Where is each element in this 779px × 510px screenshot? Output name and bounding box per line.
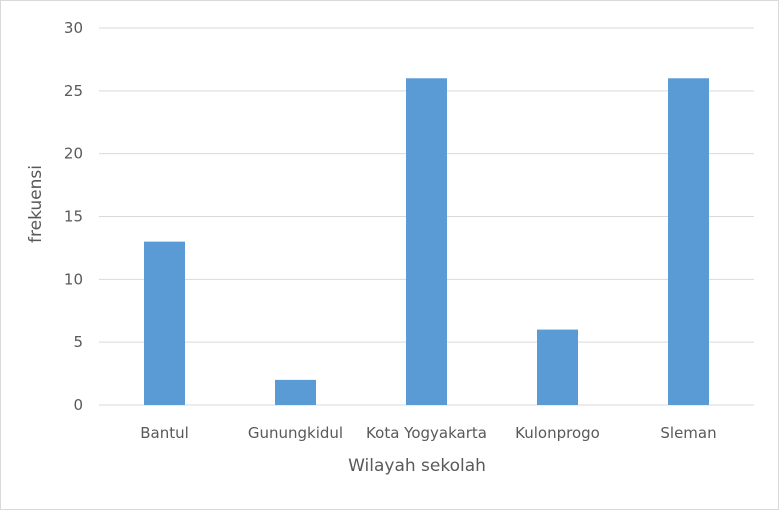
- y-tick-label: 25: [64, 82, 83, 100]
- x-tick-label: Sleman: [660, 424, 716, 442]
- y-tick-label: 5: [73, 333, 83, 351]
- y-tick-label: 10: [64, 270, 83, 288]
- x-axis-title: Wilayah sekolah: [348, 456, 486, 476]
- y-axis-ticks: 0 5 10 15 20 25 30: [64, 19, 83, 414]
- x-axis-ticks: Bantul Gunungkidul Kota Yogyakarta Kulonpro…: [140, 424, 716, 442]
- x-tick-label: Kulonprogo: [515, 424, 600, 442]
- y-tick-label: 20: [64, 145, 83, 163]
- y-tick-label: 0: [73, 396, 83, 414]
- y-tick-label: 30: [64, 19, 83, 37]
- y-tick-label: 15: [64, 208, 83, 226]
- x-tick-label: Kota Yogyakarta: [366, 424, 487, 442]
- y-axis-title: frekuensi: [26, 165, 46, 243]
- bar: [537, 329, 578, 405]
- x-tick-label: Gunungkidul: [248, 424, 343, 442]
- bar: [668, 78, 709, 406]
- bar: [144, 241, 185, 405]
- bar: [406, 78, 447, 406]
- bar: [275, 379, 316, 405]
- bars: [144, 78, 709, 406]
- x-tick-label: Bantul: [140, 424, 189, 442]
